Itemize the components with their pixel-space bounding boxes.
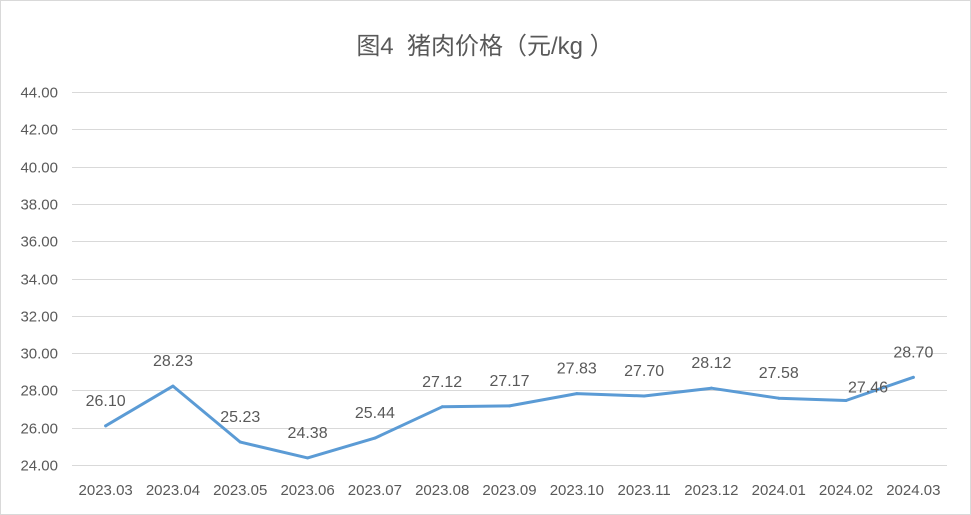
- data-point: [238, 440, 242, 444]
- data-point: [104, 424, 108, 428]
- y-tick-label: 30.00: [20, 346, 58, 363]
- data-label: 27.70: [624, 363, 664, 380]
- data-label: 24.38: [288, 425, 328, 442]
- data-point: [306, 456, 310, 460]
- chart-title: 图4 猪肉价格（元/kg ）: [356, 33, 613, 60]
- data-label: 25.23: [220, 409, 260, 426]
- x-tick-label: 2023.04: [146, 482, 200, 499]
- data-point: [575, 392, 579, 396]
- data-label: 25.44: [355, 405, 395, 422]
- data-label: 28.12: [691, 355, 731, 372]
- series-group: [104, 375, 915, 460]
- data-point: [373, 436, 377, 440]
- y-tick-label: 36.00: [20, 234, 58, 251]
- x-tick-label: 2024.03: [886, 482, 940, 499]
- x-tick-label: 2023.12: [684, 482, 738, 499]
- y-tick-label: 40.00: [20, 160, 58, 177]
- x-tick-label: 2024.01: [752, 482, 806, 499]
- data-label: 27.58: [759, 365, 799, 382]
- data-label: 28.23: [153, 353, 193, 370]
- x-tick-label: 2024.02: [819, 482, 873, 499]
- data-labels: 26.10 28.23 25.23 24.38 25.44 27.12 27.17 27.83…: [86, 344, 934, 442]
- data-point: [777, 396, 781, 400]
- y-tick-label: 34.00: [20, 272, 58, 289]
- y-tick-label: 26.00: [20, 421, 58, 438]
- x-tick-label: 2023.11: [618, 482, 671, 499]
- y-tick-label: 28.00: [20, 383, 58, 400]
- data-label: 28.70: [893, 344, 933, 361]
- x-tick-label: 2023.08: [415, 482, 469, 499]
- x-tick-label: 2023.09: [482, 482, 536, 499]
- y-tick-label: 24.00: [20, 458, 58, 475]
- data-point: [844, 398, 848, 402]
- x-tick-label: 2023.06: [280, 482, 334, 499]
- x-axis-labels: 2023.03 2023.04 2023.05 2023.06 2023.07 2023.…: [79, 482, 941, 499]
- y-tick-label: 44.00: [20, 85, 58, 102]
- data-point: [642, 394, 646, 398]
- data-point: [440, 405, 444, 409]
- x-tick-label: 2023.10: [550, 482, 604, 499]
- data-point: [709, 386, 713, 390]
- y-tick-label: 32.00: [20, 309, 58, 326]
- gridlines: [72, 92, 947, 466]
- y-tick-label: 42.00: [20, 122, 58, 139]
- data-label: 27.12: [422, 374, 462, 391]
- x-tick-label: 2023.05: [213, 482, 267, 499]
- y-tick-label: 38.00: [20, 197, 58, 214]
- y-axis-labels: 24.00 26.00 28.00 30.00 32.00 34.00 36.00 38.00…: [20, 85, 58, 475]
- data-label: 27.83: [557, 361, 597, 378]
- data-point: [911, 375, 915, 379]
- data-label: 27.46: [848, 379, 888, 396]
- data-point: [171, 384, 175, 388]
- data-label: 26.10: [86, 393, 126, 410]
- x-tick-label: 2023.07: [348, 482, 402, 499]
- data-label: 27.17: [489, 373, 529, 390]
- data-point: [508, 404, 511, 408]
- x-tick-label: 2023.03: [79, 482, 133, 499]
